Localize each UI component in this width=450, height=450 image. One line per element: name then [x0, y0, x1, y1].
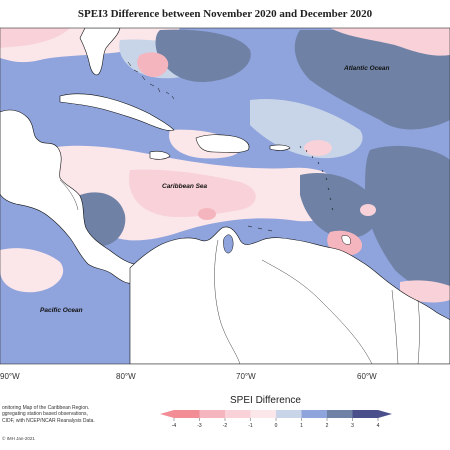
land-south-america — [129, 226, 450, 364]
field-slate-east — [300, 172, 379, 239]
legend-segment — [301, 410, 328, 418]
legend-arrow-left — [160, 410, 174, 418]
credits-line: CIDF, with NCEP/NCAR Reanalysis Data. — [2, 417, 95, 424]
label-pacific-ocean: Pacific Ocean — [40, 307, 83, 314]
legend-tick-label: -4 — [172, 423, 177, 429]
field-pale-pink-pacific — [0, 248, 64, 293]
lesser-antilles — [299, 145, 334, 211]
field-slate-atlantic — [294, 30, 450, 130]
legend-tick-label: -3 — [197, 423, 202, 429]
lon-label-80w: 80°W — [116, 372, 136, 381]
land-trinidad — [341, 235, 351, 245]
legend-tick-label: -2 — [223, 423, 228, 429]
lon-label-70w: 70°W — [236, 372, 256, 381]
credits-text: onitoring Map of the Caribbean Region. g… — [2, 405, 122, 424]
map-field — [0, 28, 450, 364]
field-slate-se — [365, 145, 450, 292]
field-pink-small-east — [360, 204, 376, 216]
field-lightblue-atlantic — [250, 99, 363, 159]
legend-segment — [352, 410, 379, 418]
legend-tick-label: 1 — [300, 423, 303, 429]
land-florida — [79, 28, 121, 76]
legend-segment — [199, 410, 226, 418]
land-cuba — [59, 93, 175, 131]
label-atlantic-ocean: Atlantic Ocean — [343, 65, 390, 72]
legend-segment — [174, 410, 200, 418]
legend-segment — [327, 410, 353, 418]
country-borders — [59, 179, 420, 364]
legend-tick-label: 4 — [377, 423, 380, 429]
legend-tick-label: 3 — [351, 423, 354, 429]
field-pink-gulf — [0, 28, 70, 48]
credits-line: onitoring Map of the Caribbean Region. — [2, 405, 90, 411]
map-title: SPEI3 Difference between November 2020 a… — [77, 8, 373, 20]
land-central-america — [0, 109, 140, 284]
field-pink-ne — [330, 28, 450, 56]
field-slate-north — [155, 29, 251, 83]
land-hispaniola — [195, 134, 250, 153]
field-pink-bahamas — [137, 52, 169, 78]
credits-line: ggregating station based observations, — [2, 411, 88, 418]
legend-tick-label: 2 — [326, 423, 329, 429]
lon-label-90w: 90°W — [0, 372, 20, 381]
land-puerto-rico — [269, 144, 291, 151]
legend-colorbar: -4 -3 -2 -1 0 1 2 3 4 — [160, 410, 392, 429]
legend-arrow-right — [378, 410, 392, 418]
legend-segment — [250, 410, 277, 418]
legend-tick-label: -1 — [248, 423, 253, 429]
bahamas-islands — [127, 61, 175, 100]
map-frame — [0, 27, 450, 365]
legend-title: SPEI Difference — [230, 395, 301, 406]
land-jamaica — [149, 150, 171, 160]
field-pink-caribbean — [129, 169, 256, 218]
field-pink-pr — [304, 140, 332, 156]
copyright-text: © IMH Jan-2021 — [2, 436, 35, 441]
abc-islands — [247, 225, 273, 232]
lake-maracaibo — [223, 234, 234, 254]
legend-segment — [225, 410, 251, 418]
lon-label-60w: 60°W — [357, 372, 377, 381]
field-pink-guiana — [400, 280, 450, 303]
legend-segment — [276, 410, 302, 418]
field-pink-spot — [198, 208, 216, 220]
legend-tick-label: 0 — [275, 423, 278, 429]
label-caribbean-sea: Caribbean Sea — [162, 183, 208, 190]
